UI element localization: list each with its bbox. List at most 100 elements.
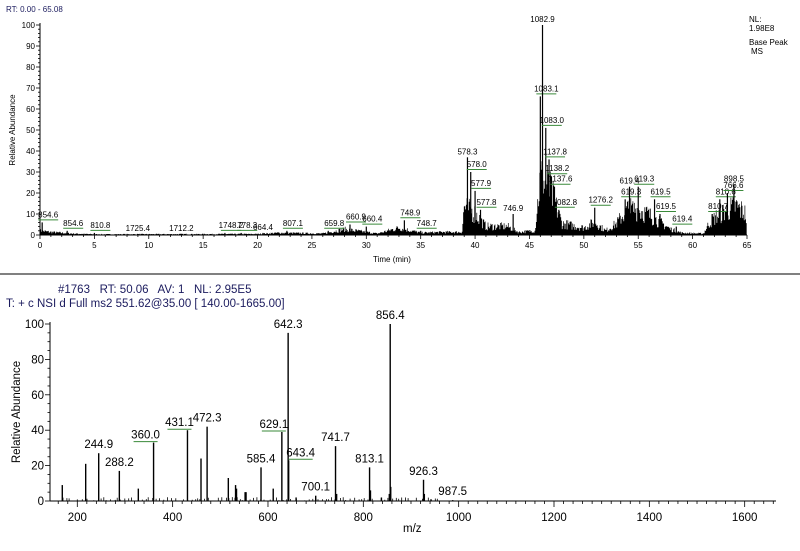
chromatogram-x-tick-label: 15 bbox=[199, 241, 208, 250]
chromatogram-peak-label: 619.5 bbox=[656, 202, 677, 211]
spectrum-peak-label: 741.7 bbox=[321, 432, 350, 444]
info-line-1: NL: bbox=[749, 15, 761, 24]
chromatogram-peak-label: 898.5 bbox=[724, 175, 745, 184]
chromatogram-peak-label: 619.4 bbox=[672, 215, 693, 224]
info-line-2: 1.98E8 bbox=[749, 24, 775, 33]
chromatogram-y-tick-label: 70 bbox=[26, 84, 35, 93]
chromatogram-x-tick-label: 60 bbox=[688, 241, 697, 250]
chromatogram-range-header: RT: 0.00 - 65.08 bbox=[6, 5, 63, 14]
chromatogram-peak-label: 1138.2 bbox=[545, 164, 569, 173]
chromatogram-peak-label: 660.4 bbox=[362, 215, 383, 224]
chromatogram-y-tick-label: 90 bbox=[26, 42, 35, 51]
chromatogram-peak-label: 578.3 bbox=[457, 147, 478, 156]
chromatogram-peak-label: 619.5 bbox=[651, 187, 672, 196]
spectrum-peak-label: 472.3 bbox=[193, 413, 222, 425]
chromatogram-x-tick-label: 55 bbox=[634, 241, 643, 250]
info-line-4: MS bbox=[751, 47, 763, 56]
chromatogram-y-tick-label: 80 bbox=[26, 63, 35, 72]
chromatogram-peak-label: 778.3 bbox=[237, 221, 258, 230]
chromatogram-peak-label: 1712.2 bbox=[169, 224, 194, 233]
spectrum-x-tick-label: 800 bbox=[354, 512, 373, 524]
chromatogram-info: NL: 1.98E8 Base Peak MS bbox=[749, 15, 789, 56]
chromatogram-peak-label: 810.7 bbox=[708, 202, 729, 211]
chromatogram-peak-label: 619.3 bbox=[621, 187, 642, 196]
chromatogram-peak-label: 854.6 bbox=[38, 210, 59, 219]
chromatogram-peak-label: 619.4 bbox=[620, 177, 641, 186]
chromatogram-peak-label: 1082.8 bbox=[553, 198, 578, 207]
chromatogram-x-tick-label: 0 bbox=[38, 241, 43, 250]
chromatogram-peak-label: 1748.2 bbox=[219, 221, 244, 230]
spectrum-y-label: Relative Abundance bbox=[11, 361, 23, 463]
chromatogram-peak-label: 807.1 bbox=[283, 219, 304, 228]
chromatogram-x-tick-label: 65 bbox=[743, 241, 752, 250]
chromatogram-peak-label: 746.9 bbox=[503, 204, 524, 213]
chromatogram-panel: RT: 0.00 - 65.08 NL: 1.98E8 Base Peak MS… bbox=[6, 5, 789, 264]
spectrum-peak-label: 360.0 bbox=[131, 430, 160, 442]
chromatogram-peak-label: 1083.0 bbox=[540, 116, 565, 125]
chromatogram-peak-label: 660.9 bbox=[346, 213, 367, 222]
spectrum-peak-label: 813.1 bbox=[355, 453, 384, 465]
chromatogram-y-tick-label: 20 bbox=[26, 189, 35, 198]
spectrum-peak-label: 856.4 bbox=[376, 310, 405, 322]
spectrum-header-scan: #1763 RT: 50.06 AV: 1 NL: 2.95E5 bbox=[58, 284, 252, 296]
spectrum-peak-label: 431.1 bbox=[165, 417, 194, 429]
spectrum-peak-label: 288.2 bbox=[105, 457, 134, 469]
spectrum-peak-label: 629.1 bbox=[259, 419, 288, 431]
chromatogram-peak-label: 578.0 bbox=[467, 160, 488, 169]
chromatogram-peak-label: 810.6 bbox=[716, 187, 737, 196]
info-line-3: Base Peak bbox=[749, 38, 789, 47]
spectrum-peak-label: 244.9 bbox=[84, 439, 113, 451]
spectrum-peak-label: 700.1 bbox=[301, 482, 330, 494]
spectrum-x-label: m/z bbox=[403, 523, 422, 535]
spectrum-x-tick-label: 600 bbox=[258, 512, 277, 524]
chromatogram-y-tick-label: 40 bbox=[26, 147, 35, 156]
chromatogram-peak-label: 577.9 bbox=[471, 179, 492, 188]
spectrum-y-tick-label: 20 bbox=[31, 461, 44, 473]
spectrum-x-tick-label: 1000 bbox=[446, 512, 472, 524]
spectrum-y-tick-label: 80 bbox=[31, 354, 44, 366]
spectrum-peak-label: 643.4 bbox=[286, 447, 315, 459]
chromatogram-x-tick-label: 30 bbox=[362, 241, 371, 250]
chromatogram-x-tick-label: 35 bbox=[416, 241, 425, 250]
chromatogram-peak-label: 1083.1 bbox=[534, 84, 559, 93]
chromatogram-peak-label: 810.8 bbox=[90, 221, 111, 230]
spectrum-y-tick-label: 100 bbox=[25, 319, 44, 331]
spectrum-y-tick-label: 40 bbox=[31, 425, 44, 437]
chromatogram-x-tick-label: 20 bbox=[253, 241, 262, 250]
spectrum-header-filter: T: + c NSI d Full ms2 551.62@35.00 [ 140… bbox=[6, 298, 285, 310]
spectrum-peak-label: 987.5 bbox=[438, 486, 467, 498]
chromatogram-x-tick-label: 40 bbox=[471, 241, 480, 250]
spectrum-x-tick-label: 1600 bbox=[732, 512, 758, 524]
spectrum-panel: #1763 RT: 50.06 AV: 1 NL: 2.95E5 T: + c … bbox=[6, 284, 776, 535]
chromatogram-y-tick-label: 100 bbox=[22, 21, 36, 30]
chromatogram-y-tick-label: 0 bbox=[31, 231, 36, 240]
chromatogram-x-tick-label: 45 bbox=[525, 241, 534, 250]
spectrum-y-tick-label: 0 bbox=[38, 496, 44, 508]
chromatogram-peak-label: 1725.4 bbox=[126, 224, 151, 233]
chromatogram-peak-label: 1276.2 bbox=[588, 196, 613, 205]
chromatogram-y-tick-label: 60 bbox=[26, 105, 35, 114]
chromatogram-peak-label: 664.4 bbox=[253, 223, 274, 232]
chromatogram-peak-label: 619.3 bbox=[634, 175, 655, 184]
spectrum-x-tick-label: 1200 bbox=[541, 512, 567, 524]
chromatogram-peak-label: 1082.9 bbox=[530, 15, 555, 24]
chromatogram-peak-label: 577.8 bbox=[476, 198, 497, 207]
chromatogram-y-tick-label: 10 bbox=[26, 210, 35, 219]
chromatogram-peak-label: 659.8 bbox=[324, 219, 345, 228]
spectrum-y-tick-label: 60 bbox=[31, 390, 44, 402]
spectrum-peak-label: 642.3 bbox=[274, 319, 303, 331]
chromatogram-peak-label: 1137.8 bbox=[543, 147, 567, 156]
chromatogram-x-tick-label: 5 bbox=[92, 241, 97, 250]
chromatogram-x-label: Time (min) bbox=[373, 255, 411, 264]
spectrum-x-tick-label: 200 bbox=[68, 512, 87, 524]
chromatogram-peak-label: 1137.6 bbox=[549, 175, 573, 184]
chromatogram-peak-label: 748.7 bbox=[417, 219, 438, 228]
chromatogram-x-tick-label: 50 bbox=[579, 241, 588, 250]
spectrum-x-tick-label: 1400 bbox=[637, 512, 663, 524]
chromatogram-y-label: Relative Abundance bbox=[8, 94, 17, 166]
chromatogram-y-tick-label: 50 bbox=[26, 126, 35, 135]
spectrum-peak-label: 585.4 bbox=[247, 453, 276, 465]
chromatogram-x-tick-label: 25 bbox=[307, 241, 316, 250]
spectrum-peak-label: 926.3 bbox=[409, 466, 438, 478]
